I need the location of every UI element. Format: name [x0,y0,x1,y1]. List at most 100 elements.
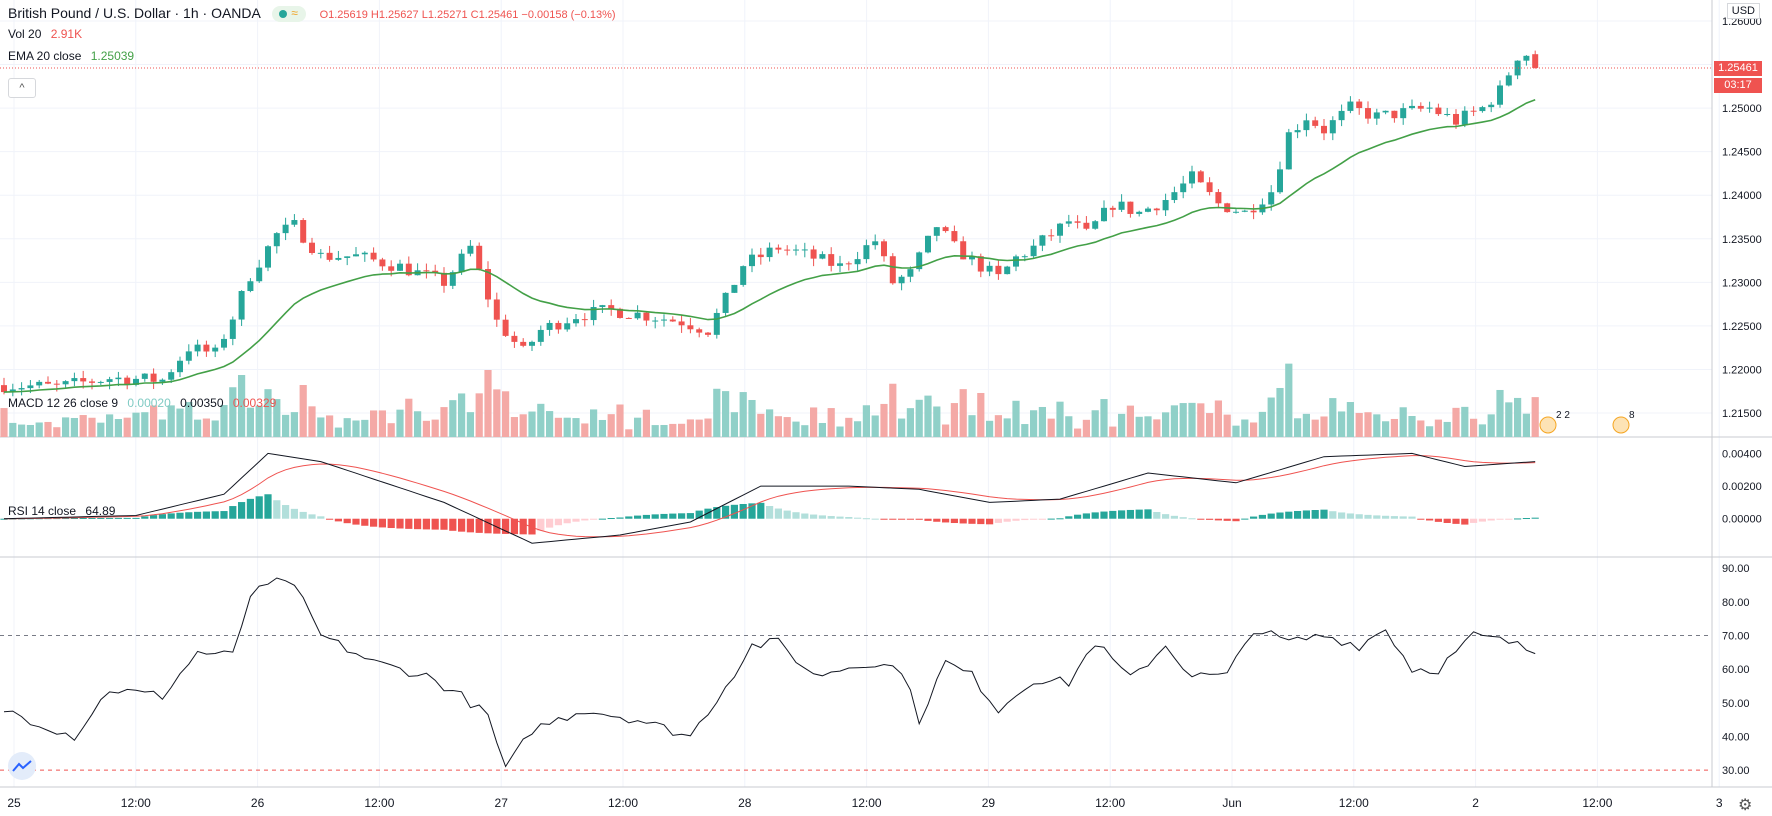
time-tick: 3 [1716,796,1723,810]
volume-bar [1470,418,1478,437]
market-status-pill[interactable]: ≈ [272,5,307,22]
volume-bar [889,383,897,437]
tradingview-logo-icon[interactable] [8,752,36,780]
candle-body [493,299,500,320]
price-axis[interactable]: 1.26000 1.25000 1.24500 1.24000 1.23500 1.230… [1722,16,1762,777]
volume-bar [748,399,756,437]
candle-body [467,245,474,254]
macd-legend-name: MACD 12 26 close 9 [8,396,119,410]
candle-body [555,322,562,330]
volume-legend[interactable]: Vol 20 2.91K [8,26,82,42]
candle-body [1180,183,1187,193]
candle-body [150,373,157,382]
macd-hist-bar [1478,518,1486,522]
candle-body [441,272,447,286]
macd-hist-bar [625,516,633,519]
volume-legend-name: Vol 20 [8,27,42,41]
macd-hist-bar [370,518,378,527]
volume-bar [211,420,219,437]
currency-label[interactable]: USD [1726,3,1760,19]
settings-gear-icon[interactable]: ⚙ [1738,797,1753,814]
market-open-icon [279,9,288,18]
candle-body [1497,85,1503,105]
candle-body [291,220,298,225]
macd-hist-bar [748,503,756,519]
volume-bar [1179,403,1187,437]
volume-bar [79,415,87,437]
price-tick: 1.23500 [1722,234,1762,246]
volume-bar [97,422,105,437]
candle-body [238,291,245,320]
volume-bar [695,419,703,437]
macd-hist-bar [466,518,474,533]
collapse-legend-button[interactable]: ^ [8,78,36,98]
volume-bar [220,405,228,437]
macd-hist-bar [1188,518,1196,520]
candle-body [1303,120,1310,131]
volume-bar [783,417,791,437]
price-tick: 1.24000 [1722,190,1762,202]
macd-hist-bar [959,518,967,524]
volume-bar [1522,413,1530,437]
volume-bar [167,405,175,437]
candle-body [1021,256,1028,258]
candle-body [537,329,544,342]
candlesticks[interactable] [1,50,1539,397]
macd-hist-bar [889,518,897,520]
rsi-tick: 30.00 [1722,765,1750,777]
volume-bar [854,421,862,437]
candle-body [159,379,166,382]
macd-tick: 0.00400 [1722,448,1762,460]
rsi-tick: 90.00 [1722,563,1750,575]
macd-hist-bar [704,508,712,519]
macd-hist-bar [678,513,686,519]
volume-bar [308,406,316,437]
ema-legend[interactable]: EMA 20 close 1.25039 [8,48,134,64]
volume-bar [255,405,263,437]
candle-body [916,252,923,270]
time-tick: 29 [982,796,996,810]
rsi-panel[interactable] [0,577,1712,771]
macd-panel[interactable] [0,452,1539,544]
macd-hist-bar [554,518,562,526]
candle-body [1479,107,1486,112]
ema-legend-value: 1.25039 [90,49,135,63]
macd-tick: 0.00000 [1722,514,1762,526]
volume-bar [1056,401,1064,437]
volume-bar [1109,426,1117,437]
candle-body [353,254,359,257]
volume-bar [950,403,958,437]
volume-bar [871,415,879,437]
volume-bar [590,409,598,437]
macd-hist-bar [299,511,307,519]
macd-hist-bar [1100,511,1108,519]
macd-hist-bar [1267,513,1275,519]
ema-legend-name: EMA 20 close [8,49,82,63]
macd-legend[interactable]: MACD 12 26 close 9 0.00020 0.00350 0.003… [8,395,276,411]
candle-body [449,272,456,286]
volume-bar [1012,400,1020,437]
candle-body [27,385,34,389]
rsi-legend[interactable]: RSI 14 close 64.89 [8,503,115,519]
volume-bar [1144,416,1152,437]
macd-hist-bar [405,518,413,529]
volume-bar [1443,421,1451,437]
candle-body [168,372,175,380]
macd-hist-bar [1179,517,1187,519]
event-markers[interactable]: 2 2 8 [1539,410,1635,434]
candle-body [1505,75,1512,86]
candle-body [1400,108,1407,119]
volume-bar [1223,414,1231,437]
candle-body [1233,211,1239,213]
macd-hist-bar [1417,518,1425,520]
macd-hist-bar [898,518,906,520]
volume-bar [581,423,589,437]
candle-body [977,256,984,272]
candle-body [1189,171,1195,184]
symbol-title[interactable]: British Pound / U.S. Dollar · 1h · OANDA [8,5,261,21]
volume-bar [273,399,281,437]
time-axis[interactable]: 25 12:00 26 12:00 27 12:00 28 12:00 29 12:00 Jun 12… [7,796,1723,810]
volume-bar [1346,402,1354,437]
macd-hist-bar [810,514,818,519]
